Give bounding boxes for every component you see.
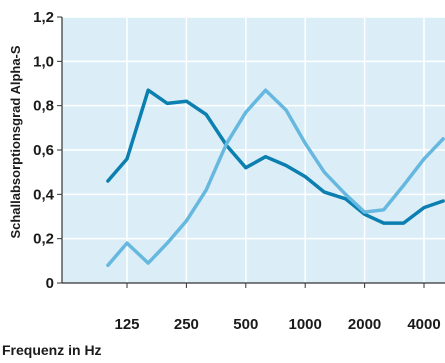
series-lines	[106, 88, 445, 268]
x-tick-label: 1000	[289, 316, 322, 333]
y-tick-labels: 0 0,2 0,4 0,6 0,8 1,0 1,2	[33, 9, 55, 292]
x-tick-labels: 125 250 500 1000 2000 4000	[114, 316, 440, 333]
x-tick-label: 2000	[348, 316, 381, 333]
y-tick-label: 0	[46, 275, 54, 292]
series-line-1	[106, 88, 445, 225]
y-axis-title: Schallabsorptionsgrad Alpha-S	[8, 45, 23, 238]
x-tick-label: 4000	[407, 316, 440, 333]
x-axis-title: Frequenz in Hz	[2, 342, 102, 358]
y-tick-label: 1,0	[33, 53, 54, 70]
y-tick-label: 0,4	[33, 186, 55, 203]
y-tick-label: 0,6	[33, 142, 54, 159]
x-tick-label: 125	[114, 316, 139, 333]
grid-lines	[62, 16, 445, 283]
axes	[57, 16, 445, 288]
series-line-2	[106, 88, 445, 268]
x-tick-label: 250	[174, 316, 199, 333]
x-tick-label: 500	[233, 316, 258, 333]
y-tick-label: 0,2	[33, 231, 54, 248]
y-tick-label: 0,8	[33, 98, 54, 115]
y-tick-label: 1,2	[33, 9, 54, 26]
